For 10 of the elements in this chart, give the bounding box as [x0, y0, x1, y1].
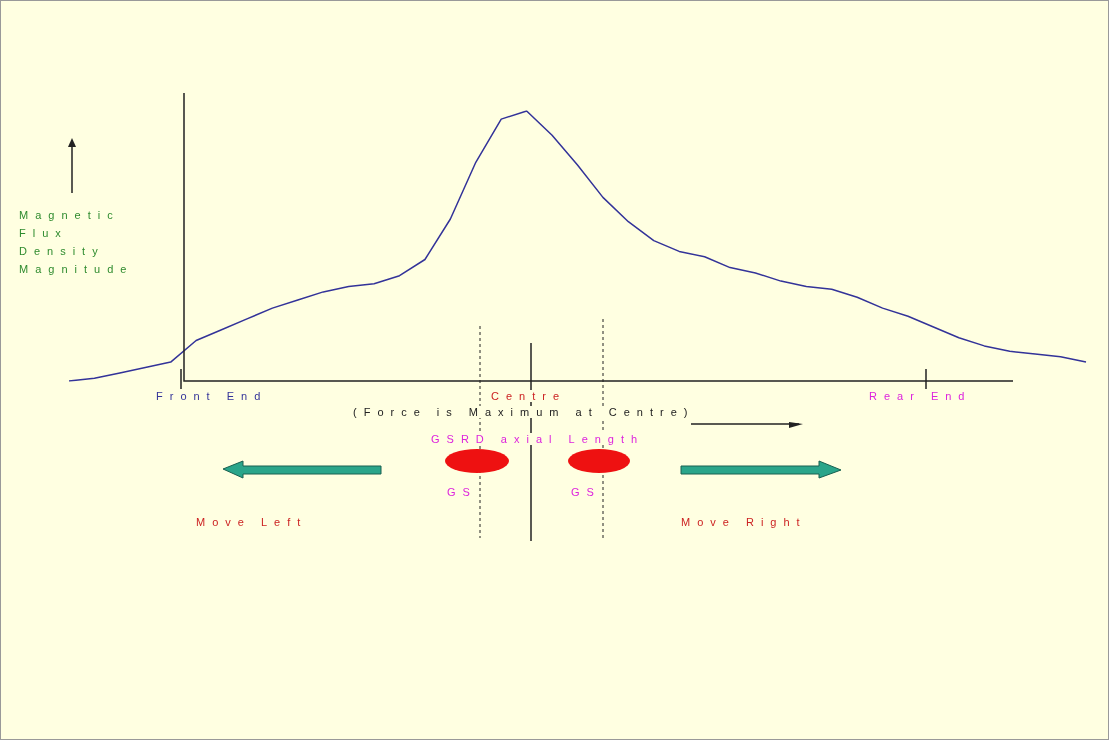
y-axis-title: Magnetic Flux Density Magnitude [19, 208, 134, 277]
text: Centre [491, 390, 567, 402]
text: Move Left [196, 516, 308, 528]
text: Move Right [681, 516, 807, 528]
text: GS [447, 486, 477, 498]
text: GSRD axial Length [431, 433, 645, 445]
text: Rear End [869, 390, 972, 402]
text: GS [571, 486, 601, 498]
text: (Force is Maximum at Centre) [353, 406, 695, 418]
text: Front End [156, 390, 268, 402]
